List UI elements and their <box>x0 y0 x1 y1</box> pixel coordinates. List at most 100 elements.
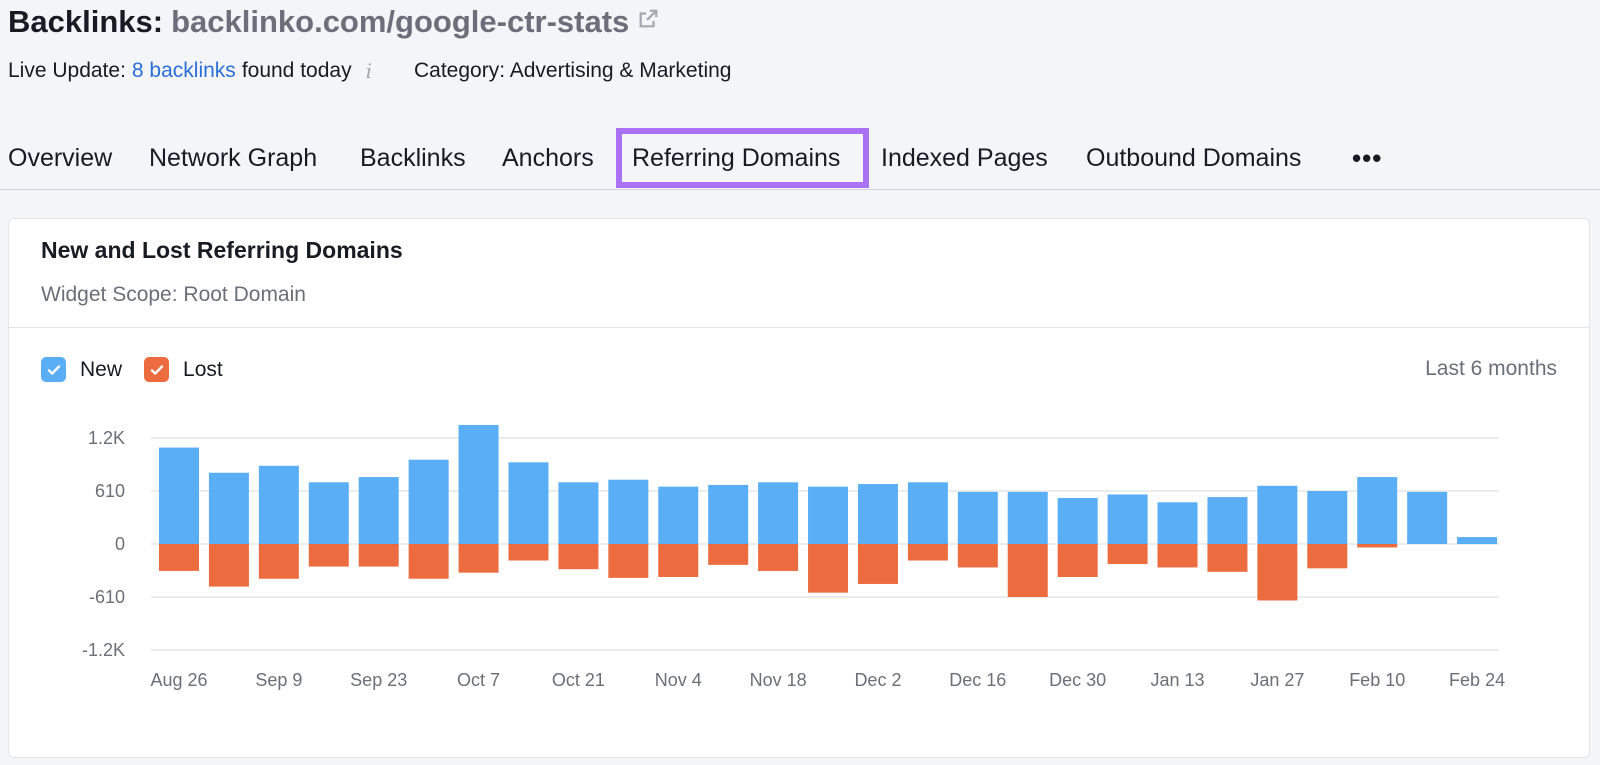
new-bar[interactable] <box>508 462 549 544</box>
y-tick-label: 0 <box>115 534 125 554</box>
x-tick-label: Dec 30 <box>1049 670 1106 690</box>
lost-bar[interactable] <box>458 544 499 573</box>
analyzed-domain-link[interactable]: backlinko.com/google-ctr-stats <box>171 4 630 39</box>
y-tick-label: -1.2K <box>82 640 125 660</box>
external-link-icon[interactable] <box>637 8 659 30</box>
x-tick-label: Dec 16 <box>949 670 1006 690</box>
more-tabs-button[interactable]: ••• <box>1352 142 1383 173</box>
tab-backlinks[interactable]: Backlinks <box>360 143 466 172</box>
info-icon[interactable]: i <box>365 59 372 83</box>
lost-bar[interactable] <box>1257 544 1298 601</box>
new-bar[interactable] <box>558 482 599 544</box>
lost-bar[interactable] <box>857 544 898 584</box>
lost-bar[interactable] <box>758 544 799 571</box>
lost-bar[interactable] <box>1357 544 1398 548</box>
lost-bar[interactable] <box>1307 544 1348 569</box>
tab-overview[interactable]: Overview <box>8 143 113 172</box>
legend-lost-toggle[interactable]: Lost <box>144 357 223 382</box>
lost-bar[interactable] <box>358 544 399 567</box>
new-bar[interactable] <box>1357 477 1398 544</box>
lost-bar[interactable] <box>508 544 549 561</box>
referring-domains-widget: New and Lost Referring Domains Widget Sc… <box>8 218 1590 758</box>
lost-bar[interactable] <box>1107 544 1148 564</box>
lost-bar[interactable] <box>408 544 449 579</box>
lost-bar[interactable] <box>1057 544 1098 578</box>
x-tick-label: Nov 4 <box>655 670 702 690</box>
new-bar[interactable] <box>308 482 349 544</box>
chart-legend: New Lost <box>41 357 245 382</box>
live-update-suffix: found today <box>241 59 352 82</box>
lost-bar[interactable] <box>658 544 699 578</box>
new-bar[interactable] <box>708 484 749 544</box>
new-bar[interactable] <box>608 479 649 544</box>
tab-network-graph[interactable]: Network Graph <box>149 143 318 172</box>
new-bar[interactable] <box>258 465 299 544</box>
lost-bar[interactable] <box>1007 544 1048 597</box>
lost-bar[interactable] <box>708 544 749 565</box>
checkbox-checked-icon[interactable] <box>144 357 170 382</box>
x-tick-label: Feb 24 <box>1449 670 1505 690</box>
new-bar[interactable] <box>1157 502 1198 544</box>
x-tick-label: Dec 2 <box>854 670 901 690</box>
tab-indexed-pages[interactable]: Indexed Pages <box>881 143 1048 172</box>
widget-header: New and Lost Referring Domains Widget Sc… <box>9 219 1589 328</box>
new-bar[interactable] <box>758 482 799 544</box>
page-header: Backlinks: backlinko.com/google-ctr-stat… <box>8 2 1588 86</box>
lost-bar[interactable] <box>1157 544 1198 568</box>
new-bar[interactable] <box>957 491 998 544</box>
lost-bar[interactable] <box>808 544 849 593</box>
lost-bar[interactable] <box>907 544 948 561</box>
tab-outbound-domains[interactable]: Outbound Domains <box>1086 143 1302 172</box>
tab-bar: Overview Network Graph Backlinks Anchors… <box>0 128 1600 190</box>
x-tick-label: Aug 26 <box>150 670 207 690</box>
period-selector[interactable]: Last 6 months <box>1425 357 1557 380</box>
new-bar[interactable] <box>1457 537 1498 544</box>
new-bar[interactable] <box>208 472 249 544</box>
lost-bar[interactable] <box>957 544 998 568</box>
new-bar[interactable] <box>1407 491 1448 544</box>
new-bar[interactable] <box>1007 491 1048 544</box>
widget-scope: Widget Scope: Root Domain <box>41 283 306 306</box>
new-bar[interactable] <box>907 482 948 544</box>
live-update-label: Live Update: <box>8 59 126 82</box>
page-title-label: Backlinks: <box>8 4 164 39</box>
new-bar[interactable] <box>458 424 499 544</box>
widget-title: New and Lost Referring Domains <box>41 237 403 263</box>
lost-bar[interactable] <box>208 544 249 587</box>
new-bar[interactable] <box>358 477 399 544</box>
lost-bar[interactable] <box>558 544 599 570</box>
new-backlinks-link[interactable]: 8 backlinks <box>131 59 236 82</box>
tab-anchors[interactable]: Anchors <box>502 143 594 172</box>
tab-referring-domains[interactable]: Referring Domains <box>616 128 869 188</box>
live-update-row: Live Update: 8 backlinks found today i C… <box>8 56 1588 86</box>
x-tick-label: Sep 23 <box>350 670 407 690</box>
new-bar[interactable] <box>408 459 449 544</box>
checkbox-checked-icon[interactable] <box>41 357 66 382</box>
x-tick-label: Sep 9 <box>255 670 302 690</box>
y-tick-label: -610 <box>89 587 125 607</box>
lost-bar[interactable] <box>159 544 199 571</box>
y-tick-label: 1.2K <box>88 428 125 448</box>
new-bar[interactable] <box>1257 485 1298 544</box>
x-tick-label: Jan 27 <box>1250 670 1304 690</box>
new-bar[interactable] <box>1107 494 1148 544</box>
lost-bar[interactable] <box>1207 544 1248 572</box>
lost-bar[interactable] <box>308 544 349 567</box>
new-bar[interactable] <box>1307 491 1348 544</box>
x-tick-label: Oct 7 <box>457 670 500 690</box>
new-bar[interactable] <box>159 447 199 544</box>
legend-new-label: New <box>80 357 123 381</box>
new-bar[interactable] <box>1057 497 1098 544</box>
new-lost-bar-chart: 1.2K 610 0 -610 -1.2K Aug 26 Sep 9 Sep 23 Oct 7 O… <box>82 424 1505 690</box>
title-row: Backlinks: backlinko.com/google-ctr-stat… <box>8 2 1588 42</box>
legend-new-toggle[interactable]: New <box>41 357 122 382</box>
new-bar[interactable] <box>857 484 898 544</box>
new-bar[interactable] <box>658 486 699 544</box>
x-tick-label: Nov 18 <box>750 670 807 690</box>
new-bar[interactable] <box>808 486 849 544</box>
lost-bar[interactable] <box>258 544 299 579</box>
new-bar[interactable] <box>1207 497 1248 544</box>
x-tick-label: Feb 10 <box>1349 670 1405 690</box>
x-tick-label: Jan 13 <box>1150 670 1204 690</box>
lost-bar[interactable] <box>608 544 649 578</box>
